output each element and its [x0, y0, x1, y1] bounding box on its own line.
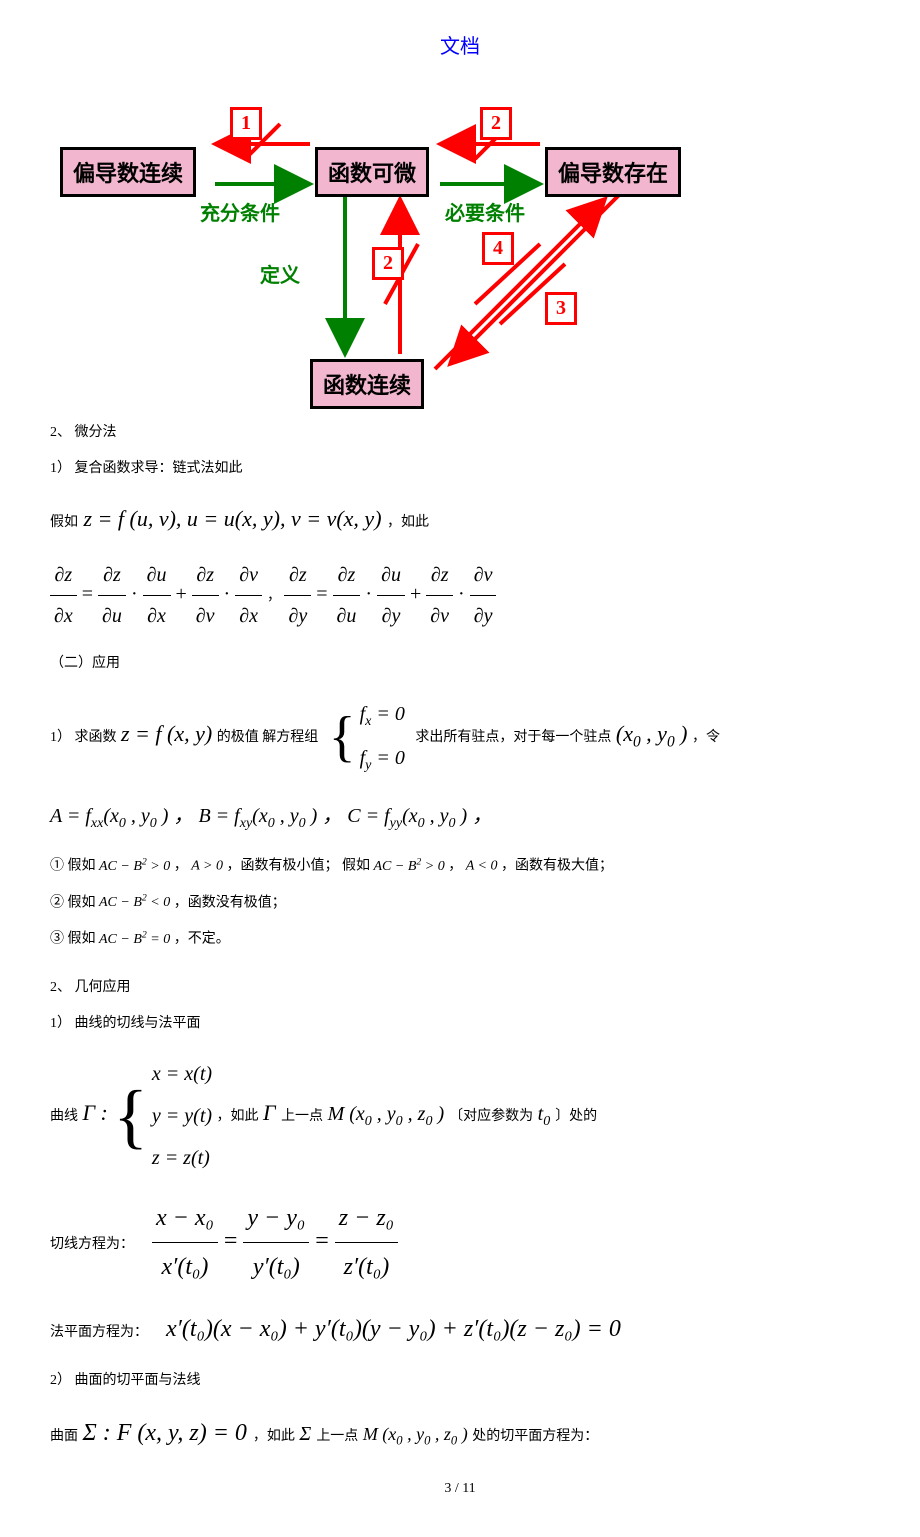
eq-extremum: 1） 求函数 z = f (x, y) 的极值 解方程组 { fx = 0 fy…	[50, 692, 870, 782]
badge-3: 2	[372, 247, 404, 280]
rule-3: ③ 假如 AC − B2 = 0 ，不定。	[50, 925, 870, 954]
eq-abc: A = fxx(x0 , y0 ) ， B = fxy(x0 , y0 ) ， …	[50, 796, 870, 838]
rule-1: ① 假如 AC − B2 > 0 ， A > 0 ，函数有极小值； 假如 AC …	[50, 852, 870, 881]
rule-2: ② 假如 AC − B2 < 0 ，函数没有极值；	[50, 889, 870, 918]
eq-curve: 曲线 Γ : { x = x(t) y = y(t) z = z(t) ，如此 …	[50, 1052, 870, 1180]
sec-application: （二）应用	[50, 650, 870, 678]
label-definition: 定义	[260, 259, 300, 288]
eq-surface: 曲面 Σ : F (x, y, z) = 0 ，如此 Σ 上一点 M (x0 ,…	[50, 1409, 870, 1457]
badge-2: 2	[480, 107, 512, 140]
badge-5: 3	[545, 292, 577, 325]
badge-4: 4	[482, 232, 514, 265]
sec-chain: 1） 复合函数求导：链式法如此	[50, 455, 870, 483]
eq-chain-partials: ∂z∂x = ∂z∂u · ∂u∂x + ∂z∂v · ∂v∂x ， ∂z∂y …	[50, 555, 870, 636]
node-partial-exist: 偏导数存在	[545, 147, 681, 197]
badge-1: 1	[230, 107, 262, 140]
doc-header: 文档	[50, 30, 870, 59]
relation-diagram: 偏导数连续 函数可微 偏导数存在 函数连续 1 2 2 4 3 充分条件 必要条…	[50, 69, 870, 409]
page-number: 3 / 11	[50, 1481, 870, 1497]
sec-geom-1: 1） 曲线的切线与法平面	[50, 1010, 870, 1038]
sec-geom: 2、 几何应用	[50, 974, 870, 1002]
diagram-arrows	[50, 69, 870, 409]
sec-diff: 2、 微分法	[50, 419, 870, 447]
node-continuous: 函数连续	[310, 359, 424, 409]
eq-normal-plane: 法平面方程为： x′(t₀)(x − x₀) + y′(t₀)(y − y₀) …	[50, 1305, 870, 1353]
sec-geom-2: 2） 曲面的切平面与法线	[50, 1367, 870, 1395]
node-partial-cont: 偏导数连续	[60, 147, 196, 197]
eq-tangent-line: 切线方程为： x − x₀x′(t₀) = y − y₀y′(t₀) = z −…	[50, 1194, 870, 1291]
eq-chain-assume: 假如 z = f (u, v), u = u(x, y), v = v(x, y…	[50, 497, 870, 541]
node-differentiable: 函数可微	[315, 147, 429, 197]
label-sufficient: 充分条件	[200, 197, 280, 226]
label-necessary: 必要条件	[445, 197, 525, 226]
